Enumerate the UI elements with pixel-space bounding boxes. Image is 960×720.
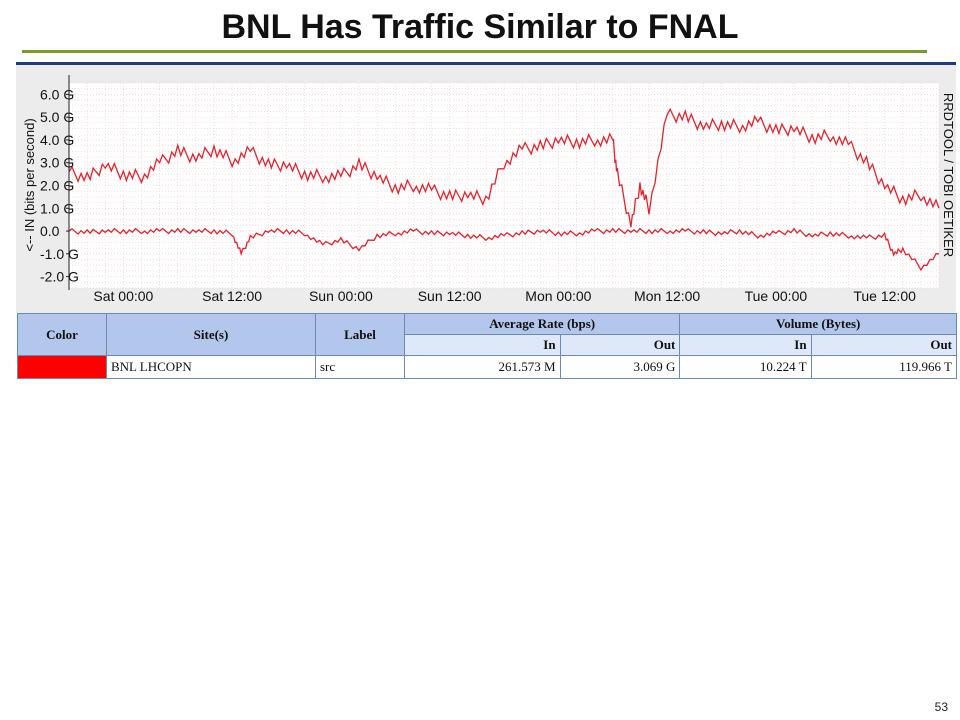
x-tick-label: Sun 12:00 — [418, 288, 482, 304]
x-tick-label: Mon 12:00 — [634, 288, 700, 304]
rrdtool-credit: RRDTOOL / TOBI OETIKER — [941, 93, 956, 257]
table-row: BNL LHCOPN src 261.573 M 3.069 G 10.224 … — [17, 355, 958, 379]
series-lines — [68, 107, 940, 272]
y-axis-label: <-- IN (bits per second) — [22, 118, 37, 251]
x-tick-label: Mon 00:00 — [525, 288, 591, 304]
y-tick-label: 2.0 G — [40, 178, 74, 194]
y-tick-label: 5.0 G — [40, 109, 74, 125]
page-number: 53 — [934, 700, 948, 714]
header-vol-out: Out — [810, 334, 958, 356]
label-cell: src — [315, 355, 405, 379]
header-vol-in: In — [679, 334, 812, 356]
y-tick-label: 4.0 G — [40, 132, 74, 148]
header-color: Color — [17, 313, 107, 356]
color-swatch — [17, 355, 107, 379]
x-tick-labels: Sat 00:00 Sat 12:00 Sun 00:00 Sun 12:00 Mon … — [93, 288, 916, 304]
y-tick-labels: 6.0 G 5.0 G 4.0 G 3.0 G 2.0 G 1.0 G 0.0 -1.0 G -… — [40, 86, 79, 284]
y-tick-label: 6.0 G — [40, 86, 74, 102]
y-tick-label: -2.0 G — [40, 269, 79, 285]
traffic-chart: 6.0 G 5.0 G 4.0 G 3.0 G 2.0 G 1.0 G 0.0 -1.0 G -… — [16, 62, 956, 313]
traffic-summary-table: Color Site(s) Label Average Rate (bps) V… — [17, 313, 958, 379]
header-avg-in: In — [404, 334, 561, 356]
y-tick-label: 1.0 G — [40, 200, 74, 216]
vol-in-cell: 10.224 T — [679, 355, 812, 379]
y-tick-label: 0.0 — [40, 223, 60, 239]
series-out-line — [68, 107, 940, 228]
slide-title: BNL Has Traffic Similar to FNAL — [221, 8, 739, 46]
x-tick-label: Tue 12:00 — [853, 288, 916, 304]
x-tick-label: Sat 12:00 — [202, 288, 262, 304]
chart-canvas: 6.0 G 5.0 G 4.0 G 3.0 G 2.0 G 1.0 G 0.0 -1.0 G -… — [22, 75, 956, 304]
x-tick-label: Sun 00:00 — [309, 288, 373, 304]
y-tick-label: 3.0 G — [40, 155, 74, 171]
header-label: Label — [315, 313, 405, 356]
x-tick-label: Tue 00:00 — [745, 288, 808, 304]
series-in-line — [68, 227, 940, 272]
x-tick-label: Sat 00:00 — [93, 288, 153, 304]
avg-in-cell: 261.573 M — [404, 355, 561, 379]
grid-lines — [68, 82, 940, 289]
site-cell: BNL LHCOPN — [106, 355, 316, 379]
y-tick-label: -1.0 G — [40, 246, 79, 262]
title-divider — [22, 50, 927, 53]
header-avg-out: Out — [559, 334, 681, 356]
header-sites: Site(s) — [106, 313, 316, 356]
vol-out-cell: 119.966 T — [810, 355, 958, 379]
avg-out-cell: 3.069 G — [559, 355, 681, 379]
header-volume: Volume (Bytes) — [679, 313, 957, 335]
header-average-rate: Average Rate (bps) — [403, 313, 681, 335]
